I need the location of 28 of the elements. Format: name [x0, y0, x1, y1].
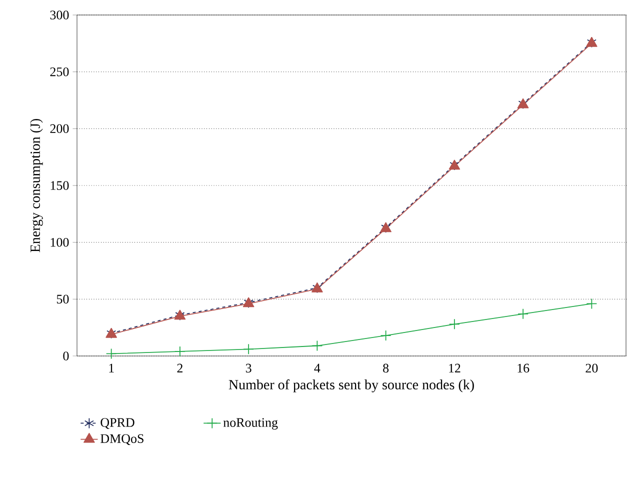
point: [243, 344, 254, 355]
point: [106, 348, 117, 360]
x-tick-label: 4: [314, 364, 320, 372]
x-tick-label: 3: [246, 364, 252, 373]
y-tick-label: 50: [56, 294, 69, 304]
y-tick-label: 150: [50, 181, 69, 190]
x-tick-label: 2: [177, 364, 182, 372]
point: [518, 308, 529, 320]
legend-label: noRouting: [223, 418, 278, 430]
x-tick-label: 1: [109, 364, 114, 372]
x-tick-label: 20: [586, 364, 598, 373]
point: [380, 330, 392, 341]
y-tick-label: 100: [50, 238, 69, 247]
point: [174, 346, 186, 357]
x-tick-label: 16: [518, 364, 530, 373]
y-axis-title: Energy consumption (J): [30, 118, 43, 252]
y-tick-label: 300: [50, 10, 69, 20]
legend-label: DMQoS: [100, 434, 144, 445]
y-tick-label: 200: [50, 124, 69, 134]
x-tick-label: 12: [449, 364, 460, 372]
x-tick-label: 8: [383, 364, 389, 373]
point: [312, 340, 323, 352]
y-tick-label: 250: [50, 67, 69, 76]
point: [448, 318, 460, 330]
x-axis-title: Number of packets sent by source nodes (k): [228, 379, 474, 392]
legend-label: QPRD: [100, 418, 134, 429]
point: [586, 298, 598, 310]
y-tick-label: 0: [63, 352, 69, 360]
